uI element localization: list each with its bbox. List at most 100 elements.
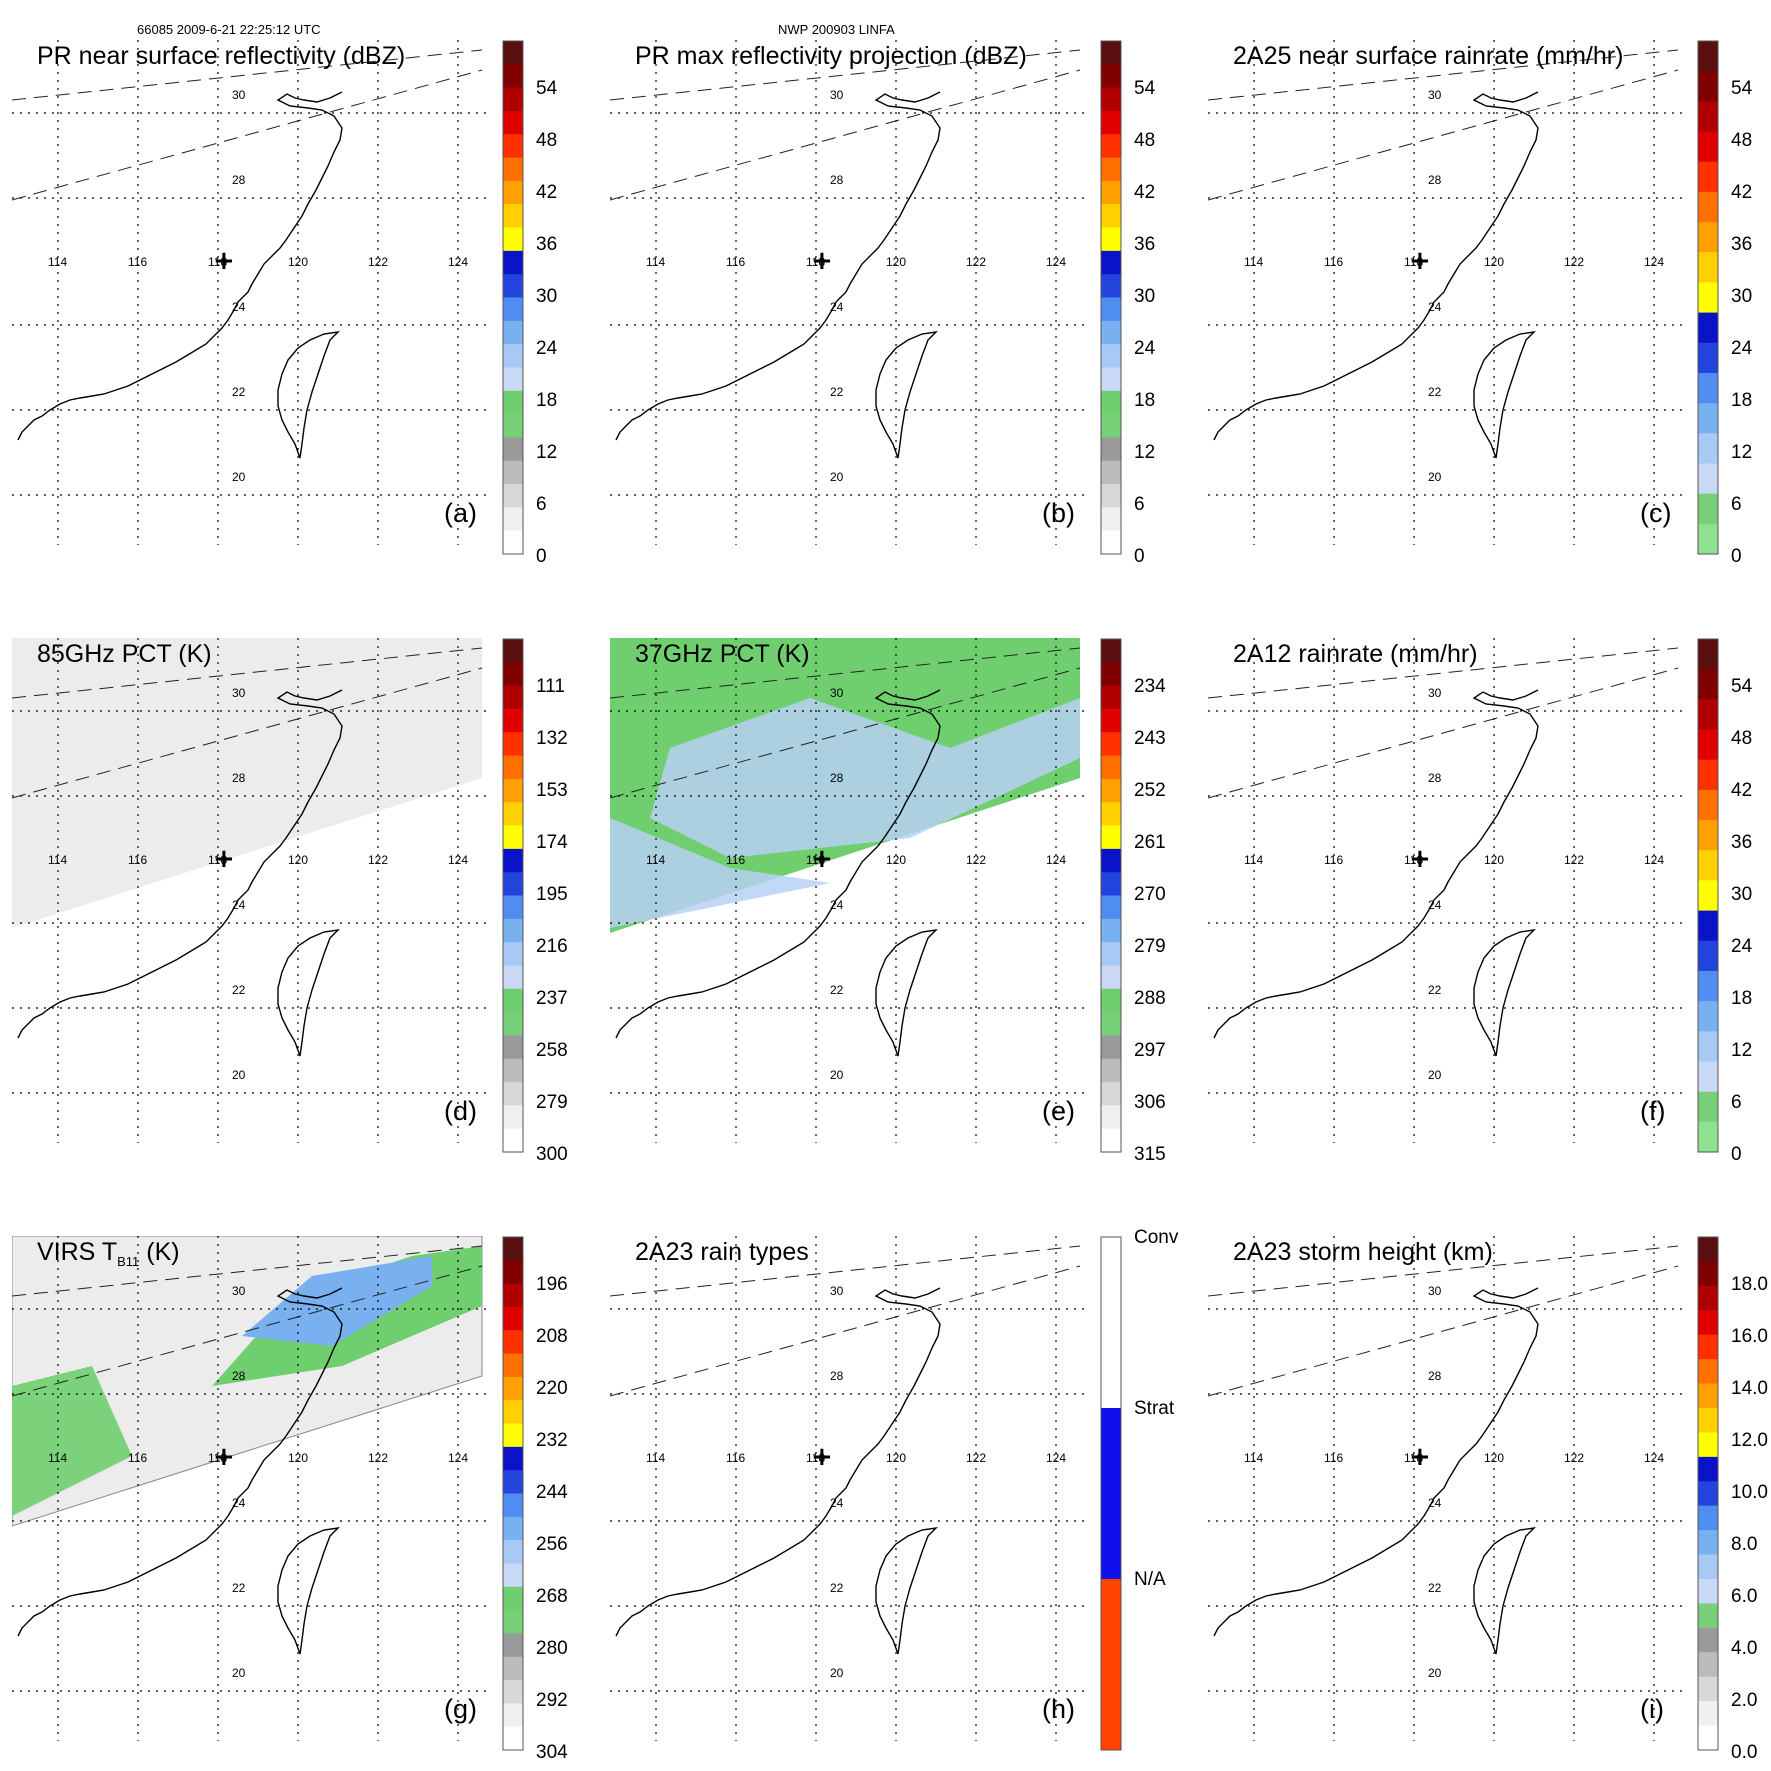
lat-label: 30 xyxy=(1428,1284,1442,1298)
lon-label: 118 xyxy=(806,255,825,269)
colorbar-segment xyxy=(1698,463,1718,495)
panel-title-d: 85GHz PCT (K) xyxy=(37,640,212,668)
colorbar-segment xyxy=(1101,895,1121,920)
colorbar-segment xyxy=(1101,778,1121,803)
colorbar-segment xyxy=(503,250,523,275)
colorbar-frame xyxy=(1697,40,1719,555)
coastline-taiwan xyxy=(1473,929,1536,1057)
colorbar-tick-label: 12 xyxy=(1134,442,1156,463)
colorbar-tick-label: 6 xyxy=(1134,494,1145,515)
lon-label: 124 xyxy=(448,255,468,269)
colorbar-segment xyxy=(1101,1105,1121,1130)
map-panel-a: 114 116 118 120 122 124 30 28 24 22 20 + xyxy=(12,40,492,545)
colorbar-segment xyxy=(1101,227,1121,252)
colorbar-tick-label: 252 xyxy=(1134,780,1166,801)
lat-label: 24 xyxy=(830,300,844,314)
swath-37ghz-cold xyxy=(650,698,1080,858)
panel-label-c: (c) xyxy=(1640,498,1672,528)
lat-label: 28 xyxy=(1428,173,1442,187)
colorbar-segment xyxy=(1698,880,1718,912)
colorbar-segment xyxy=(503,180,523,205)
colorbar-tick-label: 2.0 xyxy=(1731,1690,1758,1711)
colorbar-tick-label: 16.0 xyxy=(1731,1326,1768,1347)
colorbar-segment xyxy=(1698,1408,1718,1433)
lon-label: 116 xyxy=(1324,255,1343,269)
colorbar-segment xyxy=(503,414,523,438)
swath-edge-south xyxy=(1208,69,1679,201)
colorbar-segment xyxy=(1698,191,1718,223)
coastline-china xyxy=(17,1287,343,1637)
swath-edge-south xyxy=(12,69,483,201)
colorbar-segment xyxy=(1101,1128,1121,1153)
colorbar-segment xyxy=(1101,484,1121,508)
colorbar-segment xyxy=(1101,110,1121,135)
colorbar-tick-label: 8.0 xyxy=(1731,1534,1758,1555)
colorbar-segment xyxy=(1101,1012,1121,1036)
storm-center-marker: + xyxy=(213,844,235,874)
colorbar-segment xyxy=(1698,1627,1718,1653)
colorbar-segment xyxy=(1698,1456,1718,1482)
colorbar-tick-label: 280 xyxy=(536,1638,568,1659)
colorbar-segment xyxy=(1698,433,1718,464)
colorbar-segment xyxy=(503,685,523,710)
lon-label: 124 xyxy=(448,1451,468,1465)
colorbar-tick-label: 292 xyxy=(536,1690,568,1711)
lat-label: 28 xyxy=(1428,1369,1442,1383)
panel-label-e: (e) xyxy=(1042,1096,1075,1126)
map-panel-b: 114 116 118 120 122 124 30 28 24 22 20 + xyxy=(610,40,1090,545)
colorbar-segment xyxy=(503,1082,523,1106)
coastline-china xyxy=(615,1287,941,1637)
lat-label: 30 xyxy=(1428,686,1442,700)
colorbar-segment xyxy=(1698,1603,1718,1629)
colorbar-segment xyxy=(1101,872,1121,896)
colorbar-segment xyxy=(503,1376,523,1401)
colorbar-segment xyxy=(1101,134,1121,159)
colorbar-tick-label: 14.0 xyxy=(1731,1378,1768,1399)
colorbar-segment xyxy=(503,507,523,532)
colorbar-tick-label: 54 xyxy=(1134,78,1156,99)
colorbar-f xyxy=(1697,638,1719,1153)
lat-label: 20 xyxy=(232,1666,246,1680)
colorbar-tick-label: 0.0 xyxy=(1731,1742,1758,1763)
coastline-taiwan xyxy=(1473,331,1536,459)
lat-label: 30 xyxy=(232,1284,246,1298)
colorbar-tick-label: 36 xyxy=(1731,234,1753,255)
lon-label: 120 xyxy=(288,255,308,269)
colorbar-tick-label: 195 xyxy=(536,884,568,905)
colorbar-segment xyxy=(1101,297,1121,322)
colorbar-segment xyxy=(1698,1091,1718,1123)
colorbar-segment xyxy=(503,802,523,827)
lon-label: 120 xyxy=(1484,853,1504,867)
colorbar-segment xyxy=(1698,1359,1718,1385)
colorbar-tick-label: 10.0 xyxy=(1731,1482,1768,1503)
colorbar-segment xyxy=(503,1283,523,1308)
colorbar-segment xyxy=(1101,460,1121,485)
colorbar-tick-label: 24 xyxy=(536,338,558,359)
colorbar-segment xyxy=(503,484,523,508)
lat-label: 28 xyxy=(830,173,844,187)
coastline-taiwan xyxy=(1473,1527,1536,1655)
colorbar-segment xyxy=(1101,639,1121,663)
colorbar-segment xyxy=(503,825,523,850)
colorbar-segment xyxy=(1698,699,1718,731)
lon-label: 122 xyxy=(1564,853,1584,867)
lon-label: 124 xyxy=(1046,255,1066,269)
lon-label: 114 xyxy=(48,1451,67,1465)
colorbar-segment xyxy=(1101,942,1121,966)
panel-title-a: PR near surface reflectivity (dBZ) xyxy=(37,42,406,70)
lon-label: 114 xyxy=(1244,255,1263,269)
storm-center-marker: + xyxy=(811,844,833,874)
colorbar-tick-label: 24 xyxy=(1731,936,1753,957)
lat-label: 24 xyxy=(232,898,246,912)
colorbar-segment xyxy=(1101,157,1121,182)
colorbar-segment xyxy=(503,1726,523,1751)
colorbar-segment xyxy=(1698,1481,1718,1507)
lon-label: 124 xyxy=(1644,1451,1664,1465)
colorbar-segment xyxy=(1101,732,1121,757)
lat-label: 24 xyxy=(1428,898,1442,912)
colorbar-tick-label: 42 xyxy=(1731,780,1753,801)
lat-label: 24 xyxy=(1428,1496,1442,1510)
lat-label: 20 xyxy=(830,470,844,484)
panel-label-i: (i) xyxy=(1640,1694,1664,1724)
coastline-taiwan xyxy=(277,1527,340,1655)
